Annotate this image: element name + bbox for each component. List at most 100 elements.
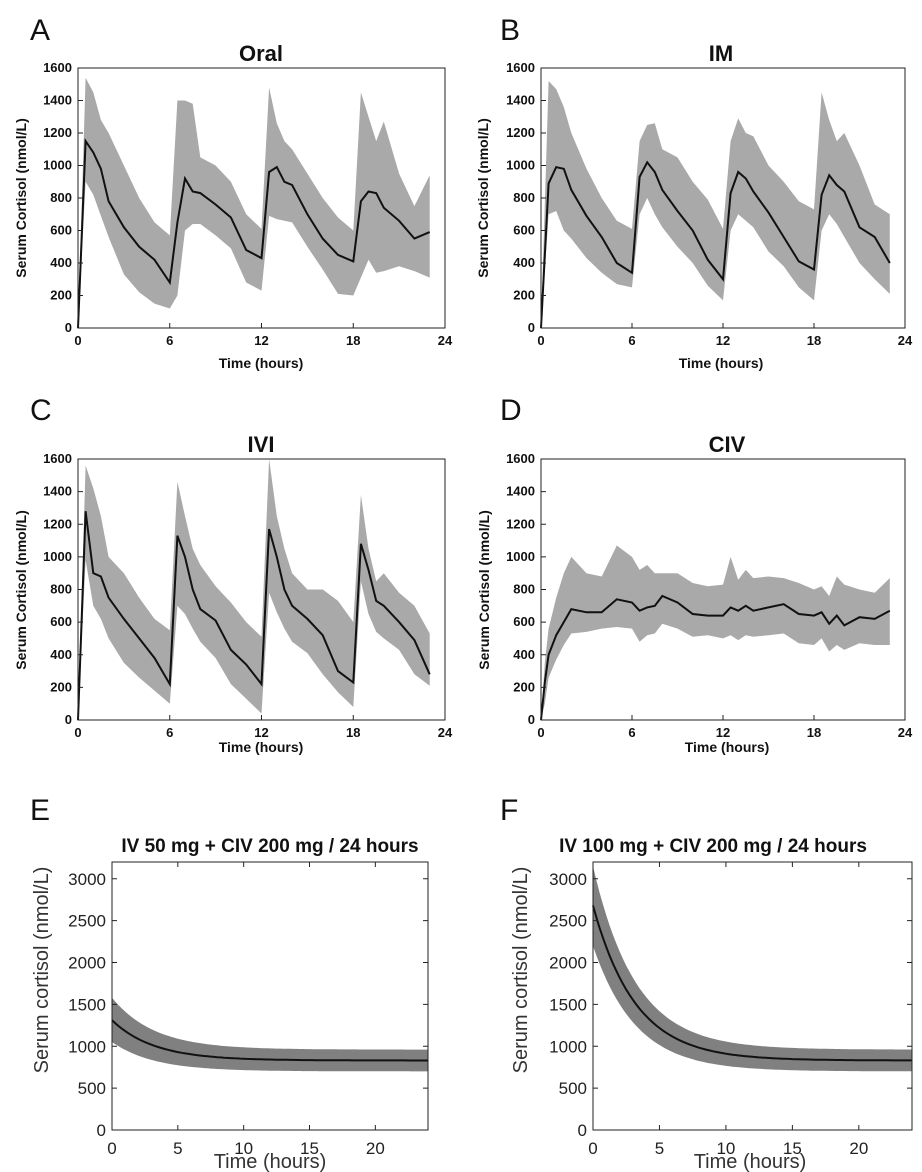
y-tick-label: 1000: [43, 158, 72, 173]
y-tick-label: 1000: [43, 549, 72, 564]
y-axis-label: Serum Cortisol (nmol/L): [475, 118, 491, 277]
x-tick-label: 5: [173, 1139, 182, 1158]
panel-c: C IVI Serum Cortisol (nmol/L) Time (hour…: [13, 394, 453, 755]
chart-title: IVI: [248, 432, 275, 457]
y-tick-label: 200: [50, 679, 72, 694]
mean-line: [540, 160, 891, 329]
mean-line: [540, 594, 891, 721]
y-tick-label: 1600: [506, 451, 535, 466]
x-axis-label: Time (hours): [219, 739, 304, 755]
x-tick-label: 0: [588, 1139, 597, 1158]
y-tick-label: 1600: [506, 60, 535, 75]
x-tick-label: 6: [628, 333, 635, 348]
y-tick-label: 800: [513, 582, 535, 597]
confidence-band: [541, 81, 890, 328]
chart-title: IM: [709, 41, 733, 66]
x-tick-label: 0: [74, 725, 81, 740]
y-tick-label: 1600: [43, 60, 72, 75]
y-tick-label: 1200: [506, 516, 535, 531]
y-tick-label: 500: [78, 1079, 106, 1098]
chart-title: CIV: [709, 432, 746, 457]
y-tick-label: 1000: [506, 158, 535, 173]
y-tick-label: 200: [513, 679, 535, 694]
x-tick-label: 20: [849, 1139, 868, 1158]
x-tick-label: 10: [716, 1139, 735, 1158]
x-tick-label: 0: [107, 1139, 116, 1158]
y-tick-label: 0: [65, 320, 72, 335]
y-tick-label: 2000: [68, 954, 106, 973]
x-tick-label: 6: [628, 725, 635, 740]
y-axis-label: Serum Cortisol (nmol/L): [476, 510, 492, 669]
y-tick-label: 400: [513, 255, 535, 270]
y-tick-label: 0: [97, 1121, 106, 1140]
panel-letter: A: [30, 14, 50, 47]
panel-d: D CIV Serum Cortisol (nmol/L) Time (hour…: [476, 394, 913, 755]
y-tick-label: 2500: [549, 912, 587, 931]
x-tick-label: 5: [655, 1139, 664, 1158]
y-axis-label: Serum Cortisol (nmol/L): [13, 510, 29, 669]
chart-title: Oral: [239, 41, 283, 66]
x-tick-label: 18: [807, 725, 821, 740]
x-axis-label: Time (hours): [214, 1151, 327, 1172]
y-tick-label: 1000: [549, 1037, 587, 1056]
y-tick-label: 600: [50, 614, 72, 629]
y-tick-label: 1500: [549, 995, 587, 1014]
y-tick-label: 1000: [506, 549, 535, 564]
panel-letter: E: [30, 794, 50, 827]
y-tick-label: 800: [50, 190, 72, 205]
y-tick-label: 0: [65, 712, 72, 727]
x-tick-label: 0: [74, 333, 81, 348]
y-tick-label: 1500: [68, 995, 106, 1014]
y-tick-label: 0: [528, 320, 535, 335]
x-axis-label: Time (hours): [679, 355, 764, 371]
x-tick-label: 24: [898, 333, 913, 348]
y-tick-label: 0: [578, 1121, 587, 1140]
x-tick-label: 18: [346, 725, 360, 740]
panel-f: F IV 100 mg + CIV 200 mg / 24 hours Seru…: [500, 794, 913, 1172]
y-tick-label: 400: [50, 647, 72, 662]
y-tick-label: 1200: [43, 125, 72, 140]
y-axis-label: Serum cortisol (nmol/L): [510, 867, 532, 1074]
x-tick-label: 24: [438, 333, 453, 348]
confidence-band: [541, 545, 890, 720]
x-tick-label: 18: [346, 333, 360, 348]
chart-title: IV 100 mg + CIV 200 mg / 24 hours: [559, 836, 867, 857]
y-tick-label: 500: [559, 1079, 587, 1098]
chart-title: IV 50 mg + CIV 200 mg / 24 hours: [121, 836, 418, 857]
x-axis-label: Time (hours): [219, 355, 304, 371]
mean-line: [111, 1019, 428, 1062]
mean-line: [77, 511, 431, 721]
panel-letter: F: [500, 794, 518, 827]
y-tick-label: 200: [50, 288, 72, 303]
y-tick-label: 600: [50, 223, 72, 238]
panel-letter: D: [500, 394, 522, 427]
mean-line: [592, 905, 912, 1062]
x-tick-label: 24: [438, 725, 453, 740]
plot-frame: [592, 861, 913, 1131]
confidence-band: [593, 866, 912, 1072]
x-tick-label: 24: [898, 725, 913, 740]
x-tick-label: 12: [716, 333, 730, 348]
y-tick-label: 2500: [68, 912, 106, 931]
panel-b: B IM Serum Cortisol (nmol/L) Time (hours…: [475, 14, 913, 371]
mean-line: [77, 138, 431, 329]
y-tick-label: 400: [513, 647, 535, 662]
x-tick-label: 15: [783, 1139, 802, 1158]
y-tick-label: 1600: [43, 451, 72, 466]
plot-frame: [111, 861, 429, 1131]
y-tick-label: 1200: [506, 125, 535, 140]
panel-a: A Oral Serum Cortisol (nmol/L) Time (hou…: [13, 14, 453, 371]
y-tick-label: 3000: [68, 870, 106, 889]
x-axis-label: Time (hours): [685, 739, 770, 755]
y-tick-label: 1400: [43, 484, 72, 499]
x-tick-label: 6: [166, 333, 173, 348]
y-tick-label: 1400: [506, 93, 535, 108]
panel-letter: C: [30, 394, 52, 427]
y-tick-label: 800: [513, 190, 535, 205]
x-tick-label: 10: [234, 1139, 253, 1158]
x-tick-label: 6: [166, 725, 173, 740]
x-tick-label: 12: [716, 725, 730, 740]
y-tick-label: 400: [50, 255, 72, 270]
y-tick-label: 1400: [43, 93, 72, 108]
